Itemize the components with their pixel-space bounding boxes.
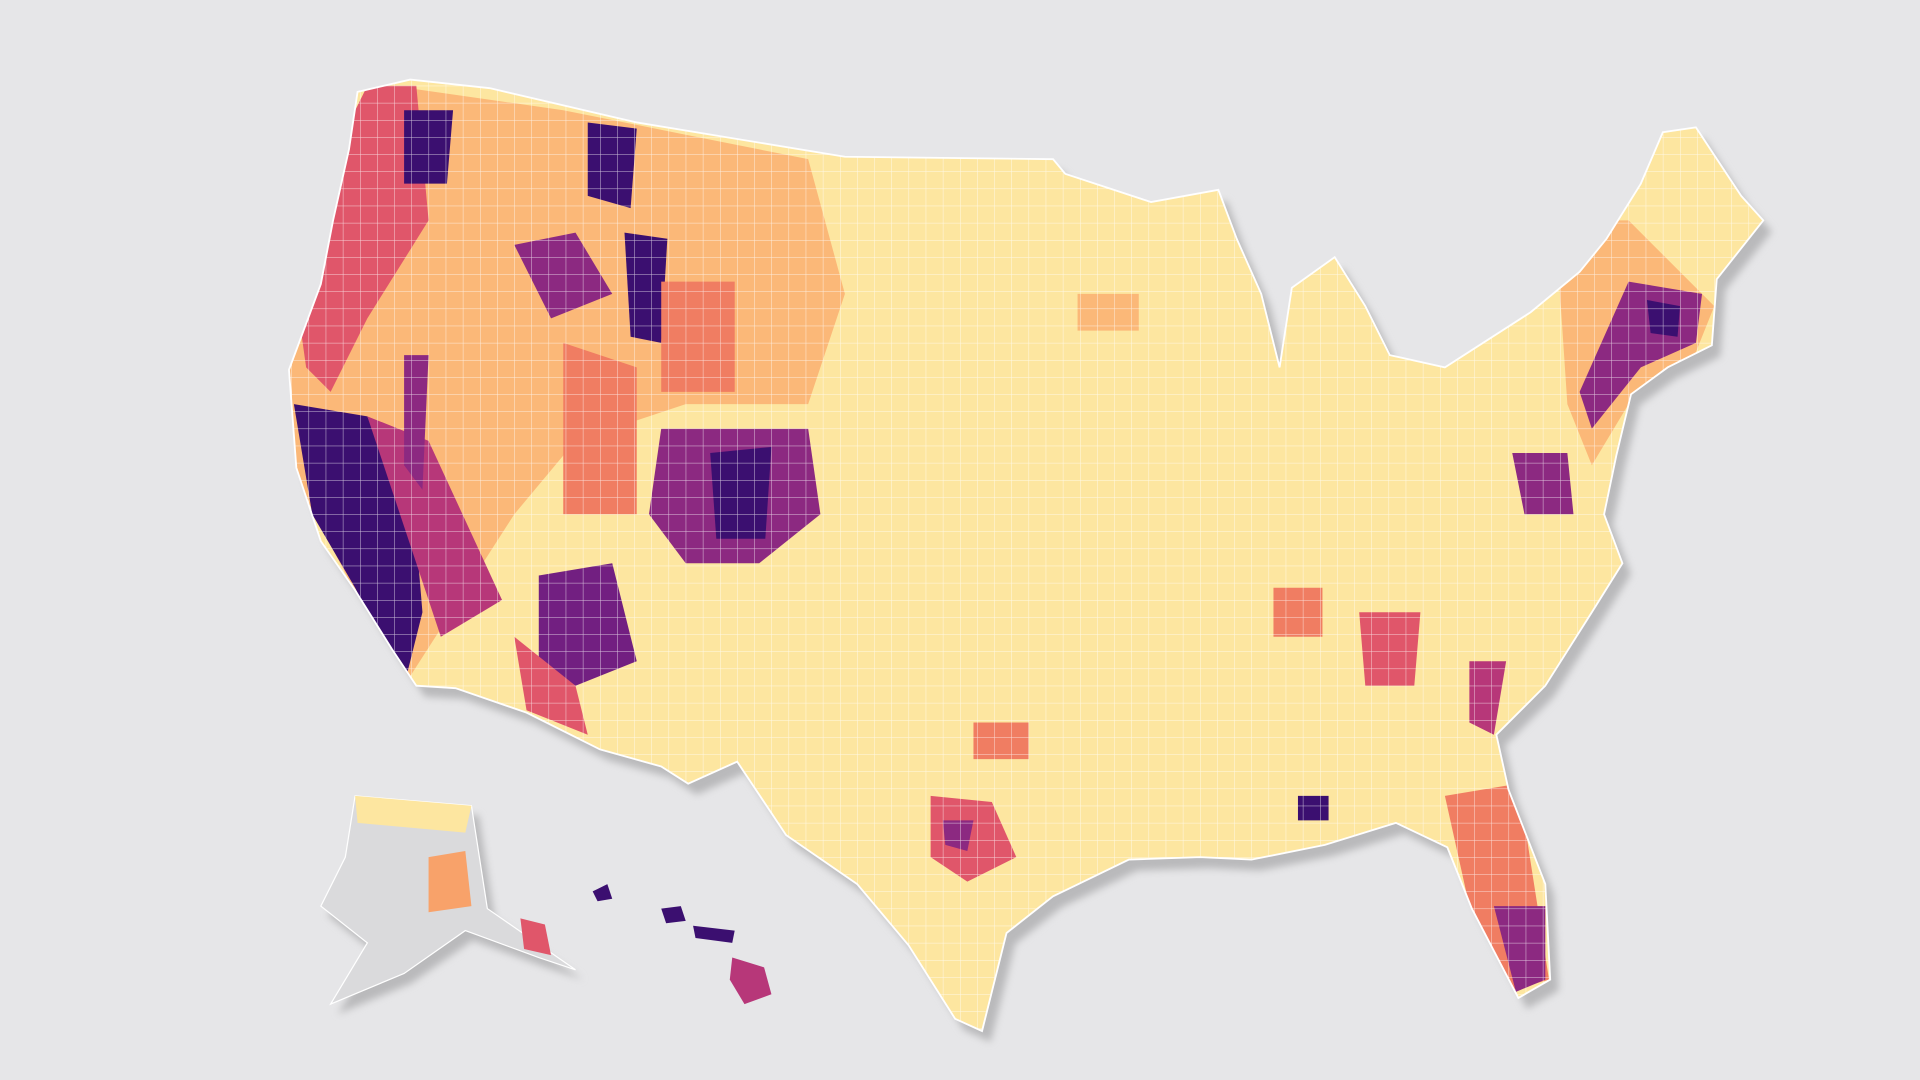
island [661, 906, 686, 924]
island [592, 884, 613, 902]
hawaii [592, 884, 772, 1005]
island-big [729, 957, 772, 1005]
alaska [320, 795, 576, 1006]
alaska-panhandle [520, 918, 552, 956]
island [693, 925, 735, 943]
alaska-north [355, 795, 472, 833]
alaska-south [428, 851, 472, 913]
